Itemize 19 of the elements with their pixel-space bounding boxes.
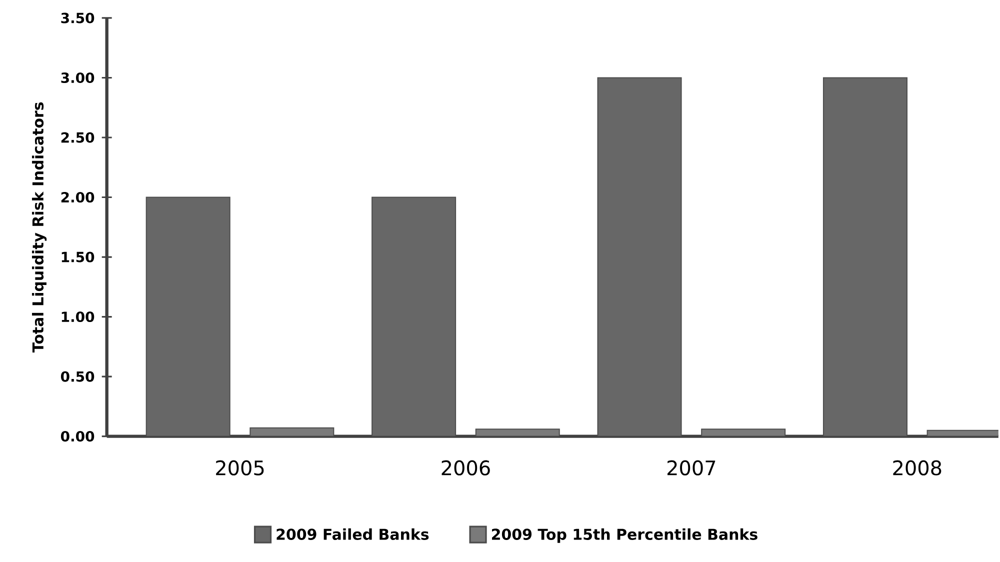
y-tick-label: 1.50: [62, 252, 94, 262]
y-tick-label: 3.00: [61, 72, 94, 83]
y-axis-title: Total Liquidity Risk Indicators: [32, 102, 47, 352]
legend-label: 2009 Top 15th Percentile Banks: [492, 528, 758, 543]
y-tick-label: 2.00: [61, 192, 94, 202]
bar: [597, 77, 682, 436]
y-tick-label: 0.00: [60, 430, 94, 442]
y-tick-label: 0.50: [60, 371, 94, 382]
x-tick-label: 2007: [667, 460, 716, 476]
bar: [372, 196, 456, 436]
x-tick-label: 2006: [442, 460, 490, 476]
bar: [146, 196, 230, 436]
x-tick-label: 2008: [893, 460, 942, 476]
y-tick-label: 3.50: [61, 12, 94, 24]
legend-label: 2009 Failed Banks: [276, 528, 429, 540]
bar: [822, 77, 908, 436]
x-tick-label: 2005: [216, 460, 264, 476]
y-tick-label: 2.50: [61, 132, 94, 143]
y-tick-label: 1.00: [62, 311, 94, 322]
